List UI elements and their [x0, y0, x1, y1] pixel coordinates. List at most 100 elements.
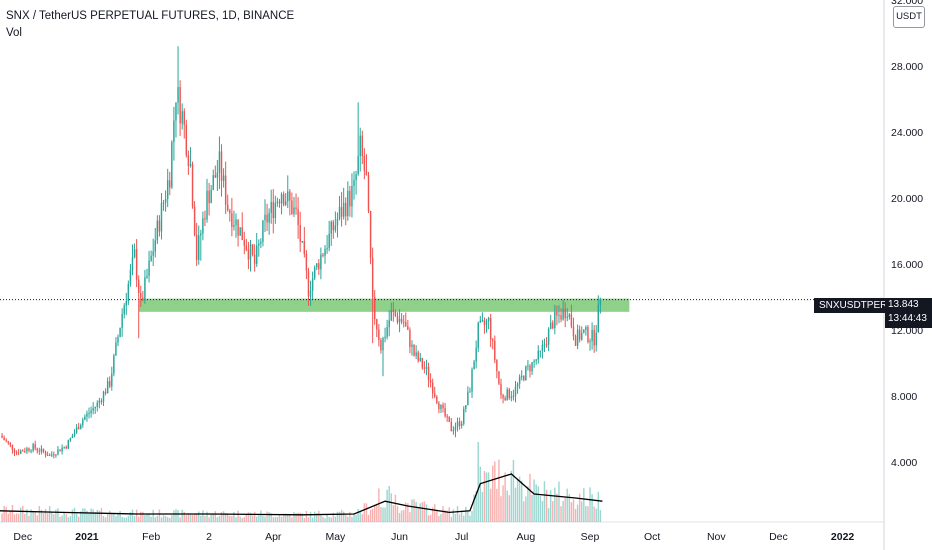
candle [376, 318, 378, 338]
candle-body [425, 366, 428, 369]
candle-body [324, 248, 326, 256]
volume-indicator-label[interactable]: Vol [6, 27, 22, 39]
candle [336, 212, 339, 238]
support-zone [138, 298, 630, 312]
candle [202, 211, 204, 241]
volume-bar [527, 486, 529, 522]
candle-body [448, 416, 450, 422]
volume-bar [581, 501, 583, 522]
candle-body [417, 352, 419, 361]
candle-body [597, 304, 600, 333]
candle-body [241, 227, 243, 240]
volume-bar [390, 493, 393, 522]
volume-bar [233, 511, 235, 522]
volume-bar [291, 517, 293, 522]
volume-bar [463, 515, 465, 522]
volume-bar [175, 509, 177, 522]
candle [233, 210, 235, 231]
candle [491, 337, 494, 350]
candle-body [500, 383, 502, 395]
candle-body [595, 332, 597, 346]
candle [320, 247, 322, 280]
symbol-title[interactable]: SNX / TetherUS PERPETUAL FUTURES, 1D, BI… [6, 10, 295, 22]
candle [1, 433, 3, 439]
candle [127, 280, 130, 306]
candle-body [475, 347, 477, 362]
candle-body [396, 315, 399, 323]
volume-bar [489, 488, 492, 522]
candle-body [270, 201, 272, 213]
candle [483, 317, 486, 334]
candle-body [266, 214, 268, 223]
candle [38, 447, 41, 455]
volume-bar [92, 509, 94, 522]
volume-bar [280, 516, 283, 522]
candle [398, 309, 401, 333]
volume-bar [328, 516, 330, 522]
volume-bar [253, 511, 256, 522]
volume-bar [320, 515, 322, 522]
candle [411, 340, 413, 356]
volume-bar [13, 514, 16, 522]
candle [506, 387, 508, 401]
volume-bar [177, 509, 179, 522]
candle [162, 199, 165, 211]
candle-body [465, 405, 467, 409]
candle-body [471, 369, 473, 392]
volume-bar [171, 515, 173, 522]
candle-body [280, 194, 283, 204]
candle-body [351, 186, 353, 207]
volume-bar [173, 510, 175, 522]
volume-bar [345, 515, 347, 522]
volume-bar [22, 505, 24, 522]
candle [402, 314, 405, 328]
candle-body [421, 357, 424, 368]
volume-bar [585, 505, 587, 522]
currency-button[interactable]: USDT [893, 6, 925, 28]
candle [549, 314, 552, 330]
candle-body [214, 175, 217, 178]
candle [173, 106, 175, 161]
candle-body [371, 257, 374, 298]
volume-bar [369, 509, 372, 522]
volume-bar [419, 503, 421, 522]
volume-bar [214, 511, 217, 522]
candle-body [293, 207, 295, 214]
candle [245, 238, 248, 252]
candle-body [245, 245, 248, 250]
volume-bar [427, 515, 430, 522]
volume-bar [496, 488, 498, 522]
candle-body [276, 201, 279, 203]
candle [597, 295, 600, 333]
candle [77, 422, 80, 430]
candle [334, 211, 337, 233]
volume-bar [169, 517, 171, 522]
candle-body [479, 320, 482, 323]
candle-body [469, 391, 471, 393]
volume-bar [537, 486, 539, 522]
candle-body [533, 360, 535, 363]
candle-body [243, 239, 246, 246]
candle-body [171, 142, 173, 188]
candle-body [227, 204, 229, 211]
volume-bar [361, 514, 364, 522]
time-tick-label: Jul [455, 531, 468, 543]
candle-body [311, 278, 314, 291]
volume-bar [104, 517, 107, 522]
candle-body [485, 321, 488, 325]
volume-bar [338, 511, 341, 522]
candle [156, 215, 159, 244]
volume-bar [477, 442, 479, 522]
candle [576, 324, 579, 350]
volume-bar [65, 514, 67, 522]
candle-body [30, 450, 32, 452]
volume-bar [394, 494, 397, 522]
candle-body [75, 427, 78, 433]
candle [7, 440, 10, 445]
candle [504, 395, 506, 401]
candle [332, 219, 335, 239]
candle [224, 161, 227, 214]
volume-bar [5, 506, 7, 522]
volume-bar [485, 472, 488, 522]
